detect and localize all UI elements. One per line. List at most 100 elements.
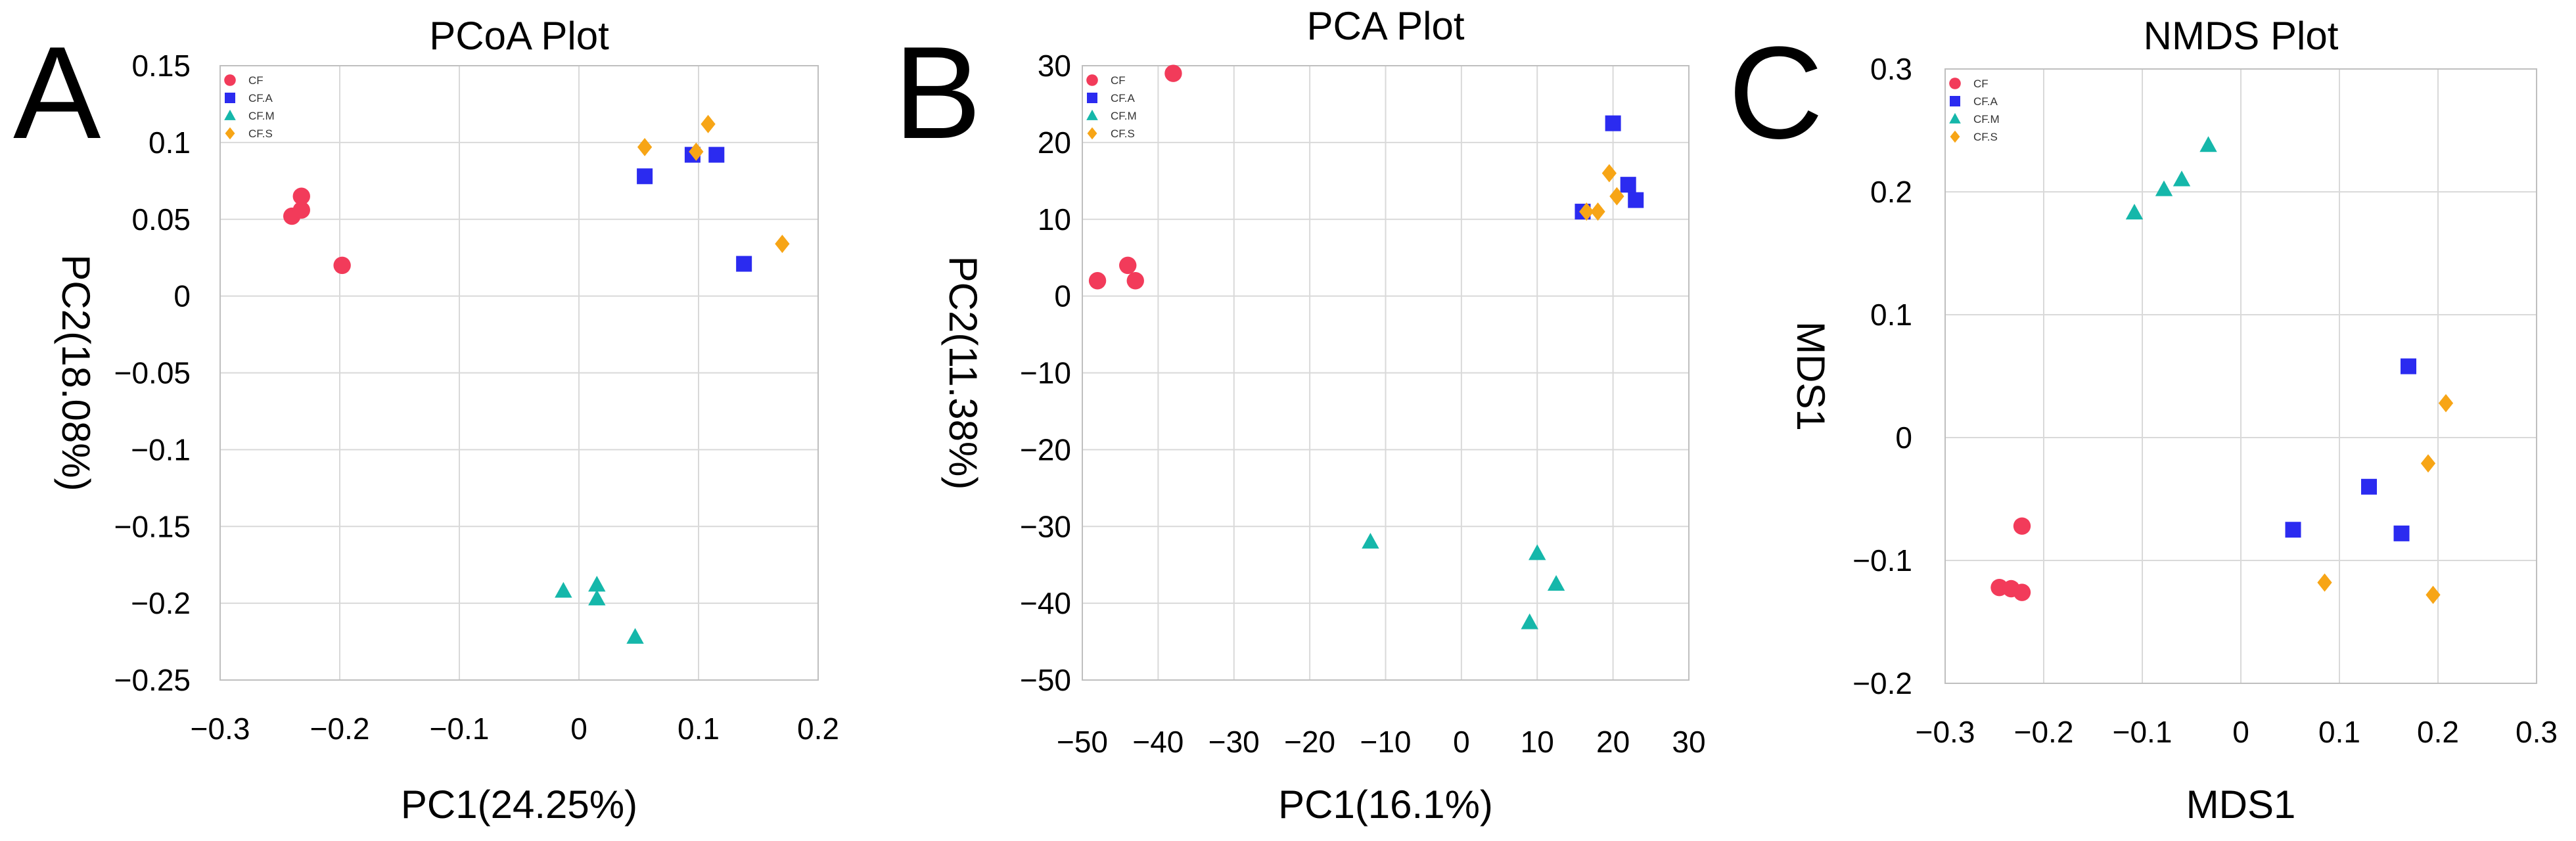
y-axis-label: MDS1 <box>1789 321 1833 431</box>
plot-frame <box>1944 68 2537 684</box>
point-cf-a <box>708 147 725 163</box>
point-cf-s <box>775 235 790 254</box>
legend-marker-cf-s <box>1950 130 1960 143</box>
legend-label: CF.M <box>1973 113 2000 125</box>
x-tick-label: 20 <box>1596 725 1630 759</box>
legend-marker-cf <box>1949 78 1961 89</box>
point-cf-m <box>555 581 572 598</box>
x-tick-label: −0.1 <box>430 712 490 746</box>
x-tick-label: 0 <box>1453 725 1470 759</box>
x-tick-label: 30 <box>1672 725 1705 759</box>
panel-letter: B <box>894 20 981 166</box>
x-tick-label: 0.2 <box>797 712 839 746</box>
point-cf <box>292 187 310 205</box>
legend-label: CF.S <box>1111 127 1135 140</box>
legend-label: CF.A <box>1973 95 1998 108</box>
legend-marker-cf-a <box>225 93 235 103</box>
x-tick-label: −0.2 <box>2014 715 2074 749</box>
y-tick-label: 0.05 <box>131 202 191 237</box>
x-tick-label: −10 <box>1360 725 1411 759</box>
x-tick-label: 0.2 <box>2417 715 2459 749</box>
point-cf <box>292 201 310 219</box>
point-cf-m <box>2199 136 2217 152</box>
legend-marker-cf <box>224 74 236 86</box>
point-cf-s <box>1579 202 1594 221</box>
panel-letter: A <box>13 20 101 166</box>
panel-a: A −0.3 −0.2 −0.1 0 0.1 0.2 −0.25 −0.2 −0.15 −0.1 −0… <box>13 14 839 827</box>
x-tick-label: 10 <box>1521 725 1554 759</box>
legend-label: CF <box>1111 74 1126 87</box>
point-cf-s <box>1590 202 1605 221</box>
x-tick-label: −30 <box>1208 725 1260 759</box>
panel-b: B −50 −40 −30 −20 −10 0 10 20 30 −50 −40 −30 −20 −10 0 1… <box>894 4 1706 827</box>
panel-c: C−0.3 −0.2 −0.1 0 0.1 0.2 0.3−0.2−0.100.10.20.… <box>1728 14 2558 827</box>
chart-title: NMDS Plot <box>2144 14 2339 58</box>
y-tick-label: −0.1 <box>131 432 191 466</box>
y-tick-label: 10 <box>1038 202 1071 237</box>
y-tick-label: 30 <box>1038 49 1071 83</box>
x-tick-label: −0.1 <box>2113 715 2173 749</box>
y-axis-label: PC2(18.08%) <box>54 254 98 491</box>
y-tick-label: −0.2 <box>1852 666 1912 700</box>
point-cf-a <box>2393 525 2410 541</box>
legend-marker-cf-a <box>1087 93 1097 103</box>
y-tick-label: −0.15 <box>114 509 191 543</box>
point-cf-m <box>626 627 644 644</box>
y-axis-label: PC2(11.38%) <box>941 256 985 490</box>
point-cf-m <box>1521 613 1538 629</box>
y-tick-label: 0 <box>1054 279 1071 313</box>
point-cf <box>2013 517 2031 535</box>
point-cf-m <box>2155 180 2173 196</box>
x-tick-label: 0.3 <box>2516 715 2558 749</box>
point-cf-m <box>588 576 606 592</box>
legend-marker-cf-s <box>1087 127 1097 140</box>
point-cf-m <box>1529 544 1546 560</box>
point-cf <box>1164 64 1182 82</box>
point-cf-a <box>1620 177 1636 193</box>
legend-marker-cf-m <box>1086 109 1098 120</box>
plot-frame <box>219 65 819 681</box>
plot-frame <box>1082 65 1690 681</box>
legend-label: CF.M <box>248 110 275 122</box>
point-cf <box>2013 583 2031 601</box>
y-tick-label: −0.1 <box>1852 543 1912 578</box>
legend-marker-cf-s <box>225 127 235 140</box>
panel-letter: C <box>1728 20 1823 166</box>
point-cf-s <box>1601 164 1617 183</box>
legend-marker-cf <box>1086 74 1098 86</box>
y-tick-label: 0.1 <box>1870 298 1912 332</box>
legend-label: CF.S <box>1973 131 1998 143</box>
point-cf-s <box>2426 585 2441 604</box>
point-cf-a <box>2401 358 2416 375</box>
x-tick-label: −0.3 <box>1916 715 1975 749</box>
legend-marker-cf-m <box>224 109 236 120</box>
x-tick-label: 0 <box>2232 715 2249 749</box>
x-axis-label: MDS1 <box>2186 783 2296 827</box>
point-cf-s <box>1609 187 1624 206</box>
legend-label: CF.A <box>1111 92 1136 104</box>
y-tick-label: −0.25 <box>114 663 191 697</box>
y-tick-label: −40 <box>1020 586 1071 620</box>
legend: CF CF.A CF.M CF.S <box>224 74 275 140</box>
point-cf-s <box>2317 573 2332 592</box>
chart-title: PCA Plot <box>1306 4 1464 48</box>
legend-marker-cf-a <box>1950 96 1960 106</box>
y-tick-label: 0.1 <box>149 125 191 160</box>
point-cf-m <box>1362 532 1379 549</box>
x-tick-label: −50 <box>1057 725 1108 759</box>
legend-label: CF.S <box>248 127 273 140</box>
y-tick-label: −0.05 <box>114 356 191 390</box>
y-tick-label: 0.15 <box>131 49 191 83</box>
y-tick-label: 0 <box>173 279 191 313</box>
point-cf-m <box>588 589 606 606</box>
point-cf-s <box>2438 394 2454 413</box>
point-cf-s <box>2420 454 2436 473</box>
point-cf-a <box>637 168 653 185</box>
chart-title: PCoA Plot <box>429 14 609 58</box>
y-tick-label: −10 <box>1020 356 1071 390</box>
x-tick-label: 0.1 <box>2318 715 2360 749</box>
legend: CF CF.A CF.M CF.S <box>1949 78 2000 143</box>
legend-label: CF.A <box>248 92 273 104</box>
y-tick-label: 20 <box>1038 125 1071 160</box>
